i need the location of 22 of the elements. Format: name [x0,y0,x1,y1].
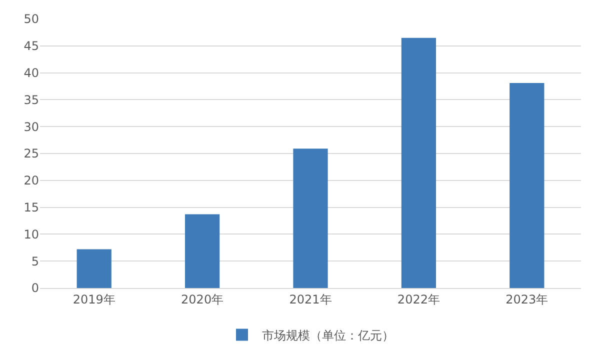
y-tick-label: 35 [24,92,39,107]
y-tick-label: 25 [24,146,39,161]
bar [76,249,112,288]
y-tick-label: 15 [24,200,39,214]
x-tick-label: 2022年 [397,292,440,306]
y-tick-label: 40 [24,66,39,80]
bar [293,148,328,288]
y-tick-label: 0 [31,281,39,296]
x-tick-label: 2023年 [506,292,548,306]
legend-label: 市场规模（单位：亿元） [262,328,394,342]
x-tick-label: 2020年 [181,292,224,306]
bar [184,214,220,288]
y-tick-label: 10 [24,227,39,242]
y-tick-label: 5 [31,254,39,268]
bar [401,38,436,288]
y-tick-label: 30 [24,120,39,134]
x-tick-label: 2021年 [289,292,332,306]
x-tick-label: 2019年 [72,292,116,306]
y-tick-label: 45 [24,39,39,54]
bar [510,83,544,288]
y-tick-label: 50 [24,12,39,26]
y-tick-label: 20 [24,174,39,188]
